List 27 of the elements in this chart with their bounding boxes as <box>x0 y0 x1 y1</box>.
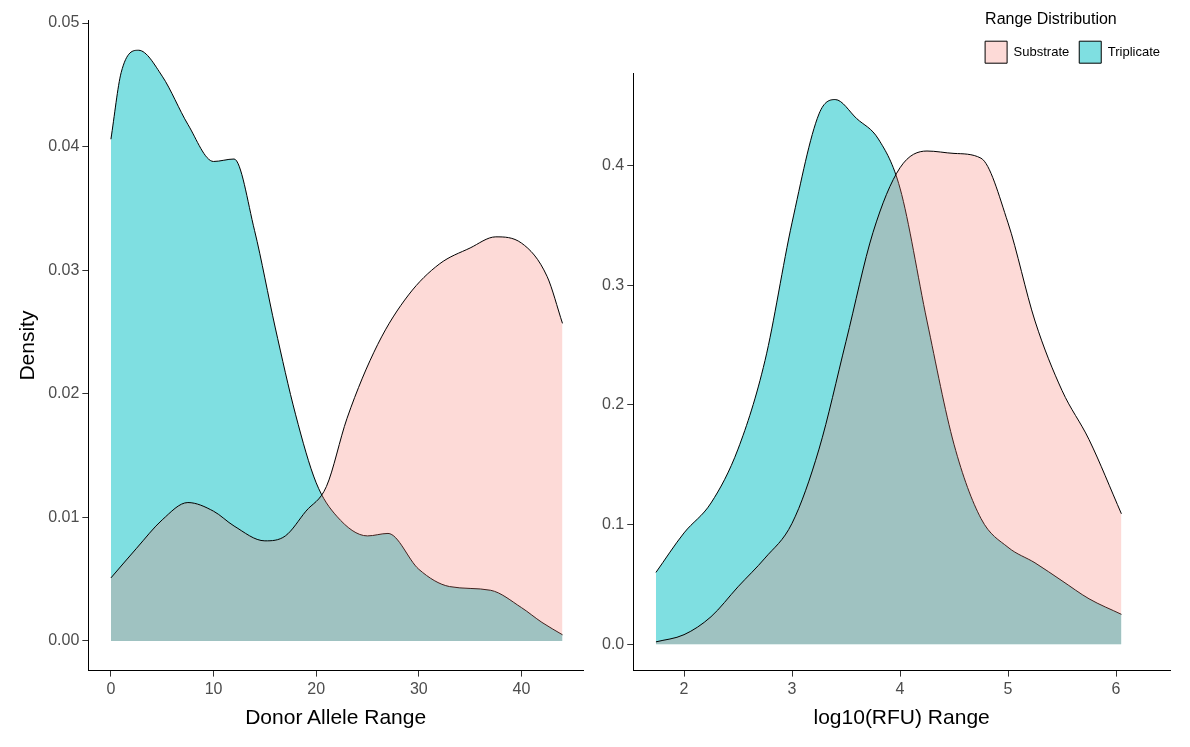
x-axis-title: log10(RFU) Range <box>813 705 990 729</box>
x-tick-label: 10 <box>204 679 223 697</box>
x-tick-label: 6 <box>1111 679 1121 697</box>
x-tick-label: 40 <box>512 679 531 697</box>
legend-label: Substrate <box>1013 43 1070 59</box>
y-tick-label: 0.1 <box>601 514 625 532</box>
x-tick-label: 2 <box>679 679 689 697</box>
x-tick-label: 0 <box>106 679 116 697</box>
y-tick-label: 0.3 <box>601 275 625 293</box>
x-tick-label: 30 <box>409 679 428 697</box>
y-tick-label: 0.01 <box>48 507 80 525</box>
x-tick-label: 4 <box>895 679 905 697</box>
y-tick-label: 0.05 <box>48 13 80 31</box>
y-tick-label: 0.00 <box>48 631 80 649</box>
y-tick-label: 0.2 <box>601 395 625 413</box>
x-tick-label: 20 <box>307 679 326 697</box>
y-tick-label: 0.02 <box>48 384 80 402</box>
y-tick-label: 0.0 <box>601 634 625 652</box>
y-tick-label: 0.04 <box>48 137 80 155</box>
legend-label: Triplicate <box>1107 43 1161 59</box>
x-tick-label: 3 <box>787 679 797 697</box>
y-tick-label: 0.4 <box>601 155 625 173</box>
y-tick-label: 0.03 <box>48 260 80 278</box>
legend-title: Range Distribution <box>985 10 1117 28</box>
x-axis-title: Donor Allele Range <box>245 705 427 729</box>
x-tick-label: 5 <box>1003 679 1013 697</box>
y-axis-title: Density <box>15 310 39 381</box>
